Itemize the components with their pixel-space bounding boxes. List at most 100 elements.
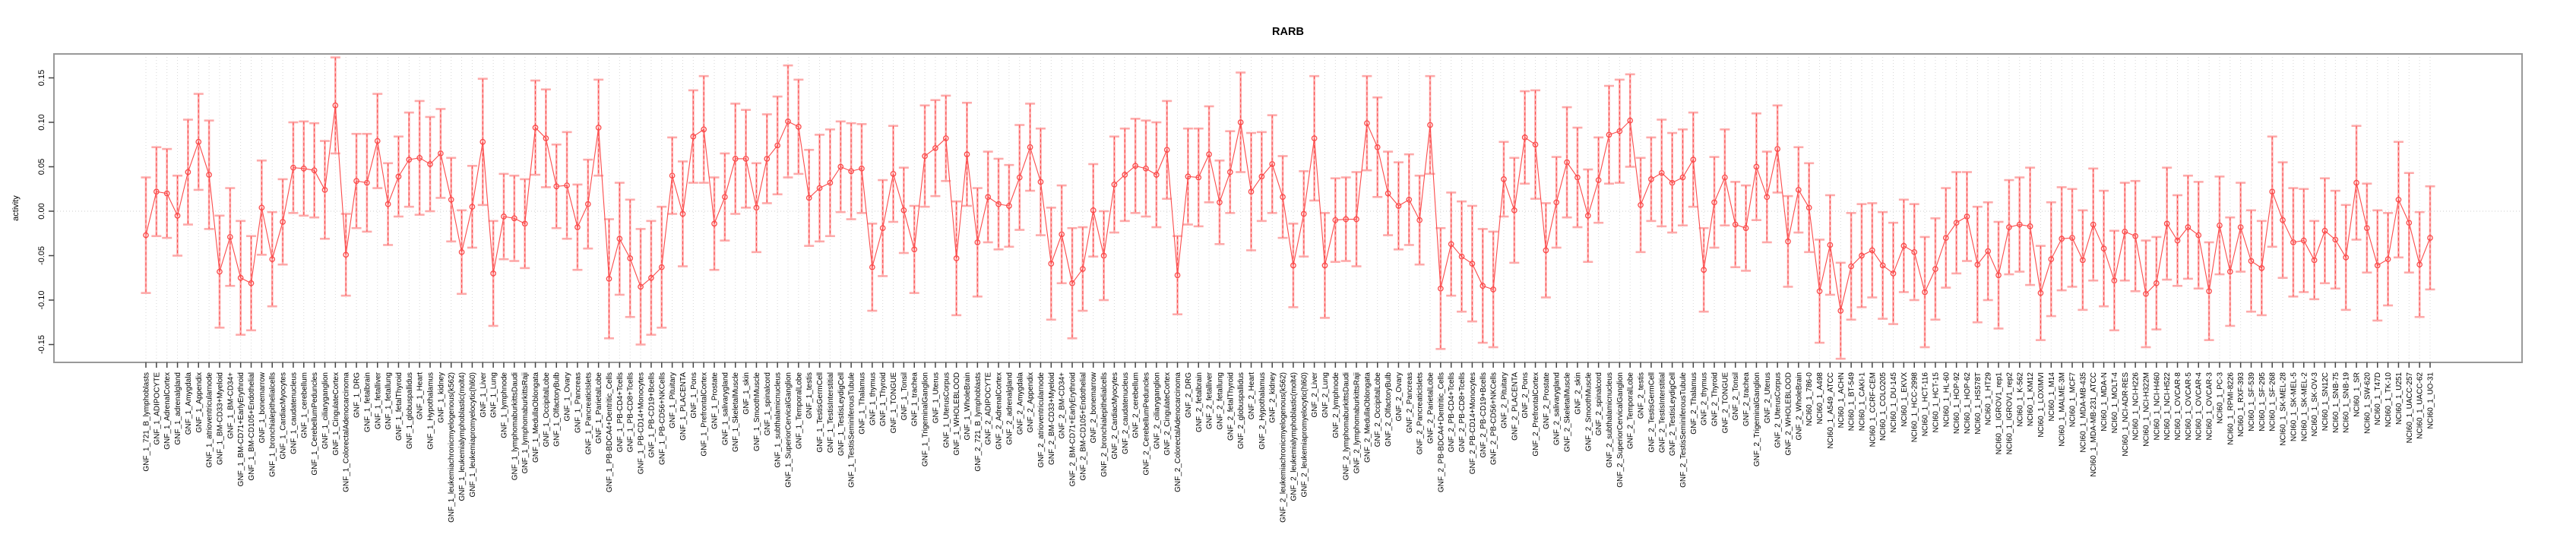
data-point bbox=[774, 142, 781, 149]
x-tick-label: GNF_1_TestisSeminiferousTubule bbox=[848, 372, 856, 488]
data-point bbox=[1406, 196, 1413, 203]
x-tick-label: GNF_1_bonemarrow bbox=[258, 372, 267, 443]
data-point bbox=[1922, 289, 1928, 296]
x-tick-label: GNF_1_721_B_lymphoblasts bbox=[143, 372, 151, 472]
x-tick-label: GNF_2_TestisLeydigCell bbox=[1669, 372, 1677, 456]
x-tick-label: NCI60_1_SK-MEL-5 bbox=[2290, 372, 2298, 442]
x-tick-label: GNF_2_Hypothalamus bbox=[1258, 372, 1267, 450]
x-tick-label: GNF_1_PrefrontalCortex bbox=[701, 372, 709, 457]
x-tick-label: GNF_1_CardiacMyocytes bbox=[280, 372, 288, 459]
x-tick-label: GNF_1_TestisInterstitial bbox=[827, 372, 835, 453]
data-point bbox=[2100, 245, 2107, 251]
x-axis-ticks bbox=[145, 362, 2431, 368]
x-tick-label: GNF_2_kidney bbox=[1269, 372, 1277, 423]
data-point bbox=[1995, 272, 2002, 279]
data-point bbox=[1795, 187, 1802, 193]
x-tick-label: GNF_1_Thyroid bbox=[879, 372, 888, 426]
data-point bbox=[964, 151, 970, 157]
x-tick-label: GNF_2_fetalThyroid bbox=[1226, 372, 1235, 441]
data-point bbox=[2248, 258, 2255, 264]
x-tick-label: GNF_1_SuperiorCervicalGanglion bbox=[785, 372, 793, 488]
data-point bbox=[837, 163, 844, 170]
x-tick-label: GNF_2_ciliaryganglion bbox=[1153, 372, 1161, 449]
x-tick-label: GNF_1_TONGUE bbox=[890, 372, 898, 434]
data-point bbox=[2290, 239, 2296, 245]
x-tick-label: GNF_1_ADIPOCYTE bbox=[153, 372, 161, 445]
x-tick-label: GNF_2_atrioventricularnode bbox=[1037, 372, 1046, 468]
data-point bbox=[1574, 174, 1581, 181]
x-tick-label: GNF_1_bronchialepithelialcells bbox=[269, 372, 277, 477]
data-point bbox=[574, 224, 581, 230]
data-point bbox=[1132, 163, 1138, 169]
x-tick-label: GNF_1_PB-CD4+Tcells bbox=[616, 372, 625, 452]
data-point bbox=[764, 156, 771, 162]
data-point bbox=[1827, 242, 1834, 248]
data-point bbox=[185, 169, 191, 175]
x-tick-label: GNF_2_Lung bbox=[1321, 372, 1330, 418]
x-tick-label: NCI60_1_BT-549 bbox=[1848, 372, 1856, 432]
x-tick-label: GNF_2_Amygdala bbox=[1016, 372, 1024, 435]
x-tick-label: GNF_2_subthalamicnucleus bbox=[1606, 372, 1614, 468]
x-tick-label: NCI60_1_LOXIMVI bbox=[2037, 372, 2046, 438]
x-tick-label: NCI60_1_SF-295 bbox=[2258, 372, 2267, 432]
x-tick-label: NCI60_1_IGROV1_rep1 bbox=[1995, 372, 2004, 455]
x-tick-label: GNF_1_Pons bbox=[690, 372, 698, 419]
x-tick-label: GNF_2_AdrenalCortex bbox=[995, 372, 1004, 450]
data-point bbox=[406, 157, 413, 163]
data-point bbox=[2059, 236, 2065, 242]
x-tick-label: NCI60_1_M14 bbox=[2048, 372, 2056, 422]
x-tick-label: GNF_1_thymus bbox=[869, 372, 877, 425]
data-point bbox=[2163, 220, 2170, 227]
data-point bbox=[1037, 179, 1044, 185]
x-tick-label: NCI60_1_COLO205 bbox=[1879, 372, 1888, 441]
x-tick-label: NCI60_1_MOLT-4 bbox=[2111, 372, 2119, 434]
error-bars bbox=[141, 56, 2435, 360]
data-point bbox=[942, 135, 949, 141]
data-point bbox=[1195, 174, 1202, 181]
x-tick-label: GNF_1_lymphnode bbox=[500, 372, 508, 438]
y-axis-ticks bbox=[49, 77, 54, 346]
x-tick-label: NCI60_1_NCI-ADR-RES bbox=[2122, 372, 2130, 457]
x-tick-label: NCI60_1_SK-MEL-2 bbox=[2300, 372, 2309, 442]
x-tick-label: GNF_2_PB-CD14+Monocytes bbox=[1469, 372, 1477, 474]
data-point bbox=[911, 246, 918, 253]
x-tick-label: GNF_1_Ovary bbox=[564, 372, 572, 421]
data-point bbox=[206, 172, 212, 178]
data-point bbox=[1153, 172, 1160, 178]
x-tick-label: NCI60_1_HOP-62 bbox=[1964, 372, 1972, 435]
x-tick-label: GNF_1_PB-CD19+Bcells bbox=[647, 372, 656, 458]
data-point bbox=[2416, 261, 2423, 268]
x-tick-label: NCI60_1_SR bbox=[2353, 372, 2362, 417]
data-point bbox=[1711, 199, 1717, 206]
x-tick-label: GNF_1_Thalamus bbox=[858, 372, 866, 435]
x-tick-label: NCI60_1_ACHN bbox=[1837, 372, 1846, 428]
x-tick-label: GNF_2_Thalamus bbox=[1690, 372, 1698, 435]
x-tick-label: GNF_1_PB-CD56+NKCells bbox=[658, 372, 666, 465]
x-tick-label: GNF_1_TestisLeydigCell bbox=[837, 372, 846, 456]
y-tick-label: -0.15 bbox=[37, 335, 46, 354]
data-point bbox=[374, 138, 381, 144]
x-tick-label: GNF_2_skin bbox=[1574, 372, 1582, 415]
data-point bbox=[1111, 182, 1118, 188]
x-tick-label: GNF_2_fetallung bbox=[1216, 372, 1224, 430]
x-tick-label: NCI60_1_MALME-3M bbox=[2059, 372, 2067, 447]
x-tick-label: GNF_1_fetalThyroid bbox=[395, 372, 403, 441]
data-point bbox=[2195, 232, 2202, 239]
data-point bbox=[2237, 224, 2244, 230]
data-point bbox=[1269, 161, 1276, 167]
data-point bbox=[2321, 227, 2328, 234]
data-point bbox=[490, 270, 496, 277]
data-point bbox=[1501, 176, 1507, 182]
x-tick-label: GNF_2_ParietalLobe bbox=[1427, 372, 1435, 444]
data-point bbox=[638, 283, 644, 290]
x-tick-label: GNF_2_testis bbox=[1638, 372, 1646, 419]
data-point bbox=[1595, 177, 1602, 183]
data-point bbox=[1942, 235, 1949, 241]
x-tick-label: NCI60_1_SK-OV-3 bbox=[2311, 372, 2319, 437]
x-tick-label: NCI60_1_SW-620 bbox=[2363, 372, 2372, 434]
data-point bbox=[2080, 257, 2086, 264]
data-point bbox=[1438, 285, 1444, 292]
data-point bbox=[2300, 237, 2307, 244]
data-point bbox=[1532, 141, 1539, 148]
